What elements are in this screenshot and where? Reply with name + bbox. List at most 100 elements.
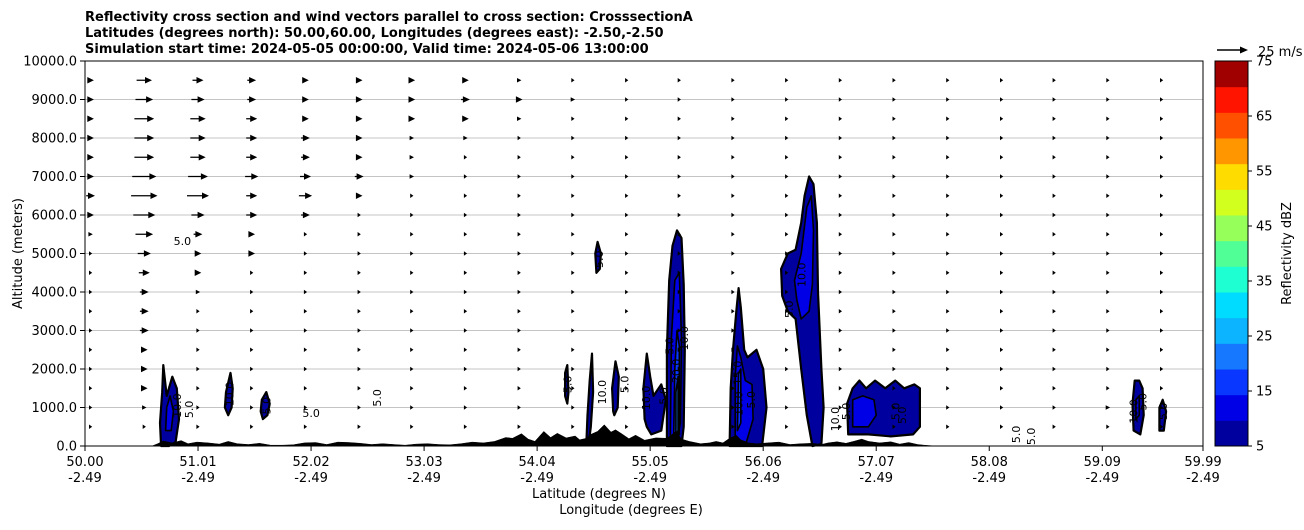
- chart-title-line-2: Latitudes (degrees north): 50.00,60.00, …: [85, 26, 664, 41]
- y-tick-label: 8000.0: [32, 132, 78, 147]
- wind-vector: [625, 347, 629, 352]
- wind-vector: [250, 405, 254, 410]
- wind-vector: [303, 232, 308, 237]
- wind-vector: [138, 269, 150, 276]
- wind-vector: [731, 78, 735, 83]
- wind-vector: [357, 212, 361, 218]
- wind-vector: [463, 309, 468, 314]
- y-tick-label: 1000.0: [32, 401, 78, 416]
- wind-vector: [677, 78, 681, 83]
- wind-vector: [517, 78, 522, 83]
- wind-vector: [246, 154, 258, 161]
- wind-vector: [463, 270, 468, 275]
- colorbar-tick-label: 65: [1256, 110, 1273, 125]
- wind-vector: [785, 193, 789, 198]
- wind-vector: [355, 77, 363, 84]
- wind-vector: [194, 269, 202, 276]
- wind-vector: [463, 251, 468, 256]
- wind-vector: [1000, 135, 1004, 141]
- wind-vector: [89, 366, 93, 372]
- colorbar-swatch: [1215, 138, 1248, 165]
- contour-label: 5.0: [889, 403, 902, 421]
- wind-vector: [196, 424, 200, 429]
- wind-vector: [462, 115, 469, 122]
- x-tick-label-lat: 53.03: [405, 455, 442, 470]
- y-tick-label: 4000.0: [32, 286, 78, 301]
- wind-vector: [571, 309, 575, 314]
- wind-vector: [1000, 232, 1004, 237]
- wind-vector: [838, 251, 842, 256]
- wind-vector: [946, 135, 950, 141]
- wind-vector: [1052, 251, 1056, 256]
- colorbar-swatch: [1215, 420, 1248, 447]
- wind-vector: [731, 155, 735, 160]
- wind-vector: [892, 212, 896, 218]
- colorbar-swatch: [1215, 240, 1248, 267]
- contour-labels: 5.05.05.010.0 5.010.0 5.05.0 10.05.05.010.0…: [171, 235, 1170, 445]
- wind-vector: [517, 116, 522, 121]
- wind-vector: [571, 155, 575, 160]
- x-tick-label-lat: 52.02: [292, 455, 329, 470]
- wind-vector: [625, 251, 629, 256]
- wind-vector: [357, 366, 361, 372]
- wind-vector: [892, 251, 896, 256]
- wind-vector: [1160, 270, 1164, 275]
- wind-vector: [731, 347, 735, 352]
- wind-vector: [1160, 193, 1164, 198]
- wind-vector: [677, 328, 681, 333]
- y-axis-ticks: 0.0 1000.0 2000.0 3000.0 4000.0 5000.0 6000.0 7…: [23, 55, 85, 455]
- wind-vector: [625, 78, 629, 83]
- wind-vector: [731, 405, 735, 410]
- contour-label: 5.0: [840, 403, 853, 421]
- wind-vector: [87, 211, 94, 219]
- wind-vector: [677, 424, 681, 429]
- wind-vector: [1000, 289, 1004, 295]
- wind-vector: [1052, 97, 1056, 102]
- y-tick-label: 7000.0: [32, 170, 78, 185]
- wind-vector: [187, 192, 209, 199]
- x-tick-label-lat: 59.99: [1184, 455, 1221, 470]
- wind-vector: [1000, 97, 1004, 102]
- wind-vector: [1160, 232, 1164, 237]
- wind-vector: [303, 270, 308, 275]
- wind-vector: [463, 212, 468, 218]
- wind-vector: [892, 135, 896, 141]
- wind-vector: [892, 289, 896, 295]
- colorbar-tick-label: 15: [1256, 385, 1273, 400]
- wind-vector: [196, 386, 200, 391]
- contour-label: 5.0: [1137, 393, 1150, 411]
- wind-vector: [517, 405, 521, 410]
- wind-vector: [517, 212, 521, 218]
- wind-vector: [731, 232, 735, 237]
- wind-vector: [571, 405, 575, 410]
- wind-vector: [946, 212, 950, 218]
- wind-vector: [303, 366, 308, 372]
- wind-vector: [731, 212, 735, 218]
- wind-vector: [134, 115, 155, 122]
- wind-vector: [677, 212, 681, 218]
- wind-vector: [141, 365, 148, 373]
- x-tick-label-lat: 57.07: [858, 455, 895, 470]
- colorbar-tick-label: 55: [1256, 165, 1273, 180]
- wind-vector: [946, 386, 950, 391]
- wind-vector: [1106, 174, 1110, 179]
- wind-vector: [1160, 174, 1164, 179]
- wind-vector: [677, 135, 681, 141]
- wind-vector: [188, 173, 208, 180]
- wind-vector: [192, 77, 204, 84]
- colorbar-swatch: [1215, 317, 1248, 344]
- wind-vector: [132, 173, 157, 180]
- wind-vector: [355, 154, 363, 161]
- wind-vector: [1160, 212, 1164, 218]
- wind-vector: [1106, 193, 1110, 198]
- contour-label: 5.0: [619, 376, 632, 394]
- wind-vector: [625, 193, 629, 198]
- wind-vector: [87, 154, 94, 161]
- wind-vector: [89, 270, 93, 275]
- wind-vector: [302, 96, 309, 103]
- x-tick-label-lon: -2.49: [1186, 471, 1220, 486]
- wind-key-label: 25 m/s: [1258, 45, 1303, 60]
- wind-vector: [1106, 424, 1110, 429]
- wind-vector: [355, 96, 363, 103]
- wind-vector: [571, 174, 575, 179]
